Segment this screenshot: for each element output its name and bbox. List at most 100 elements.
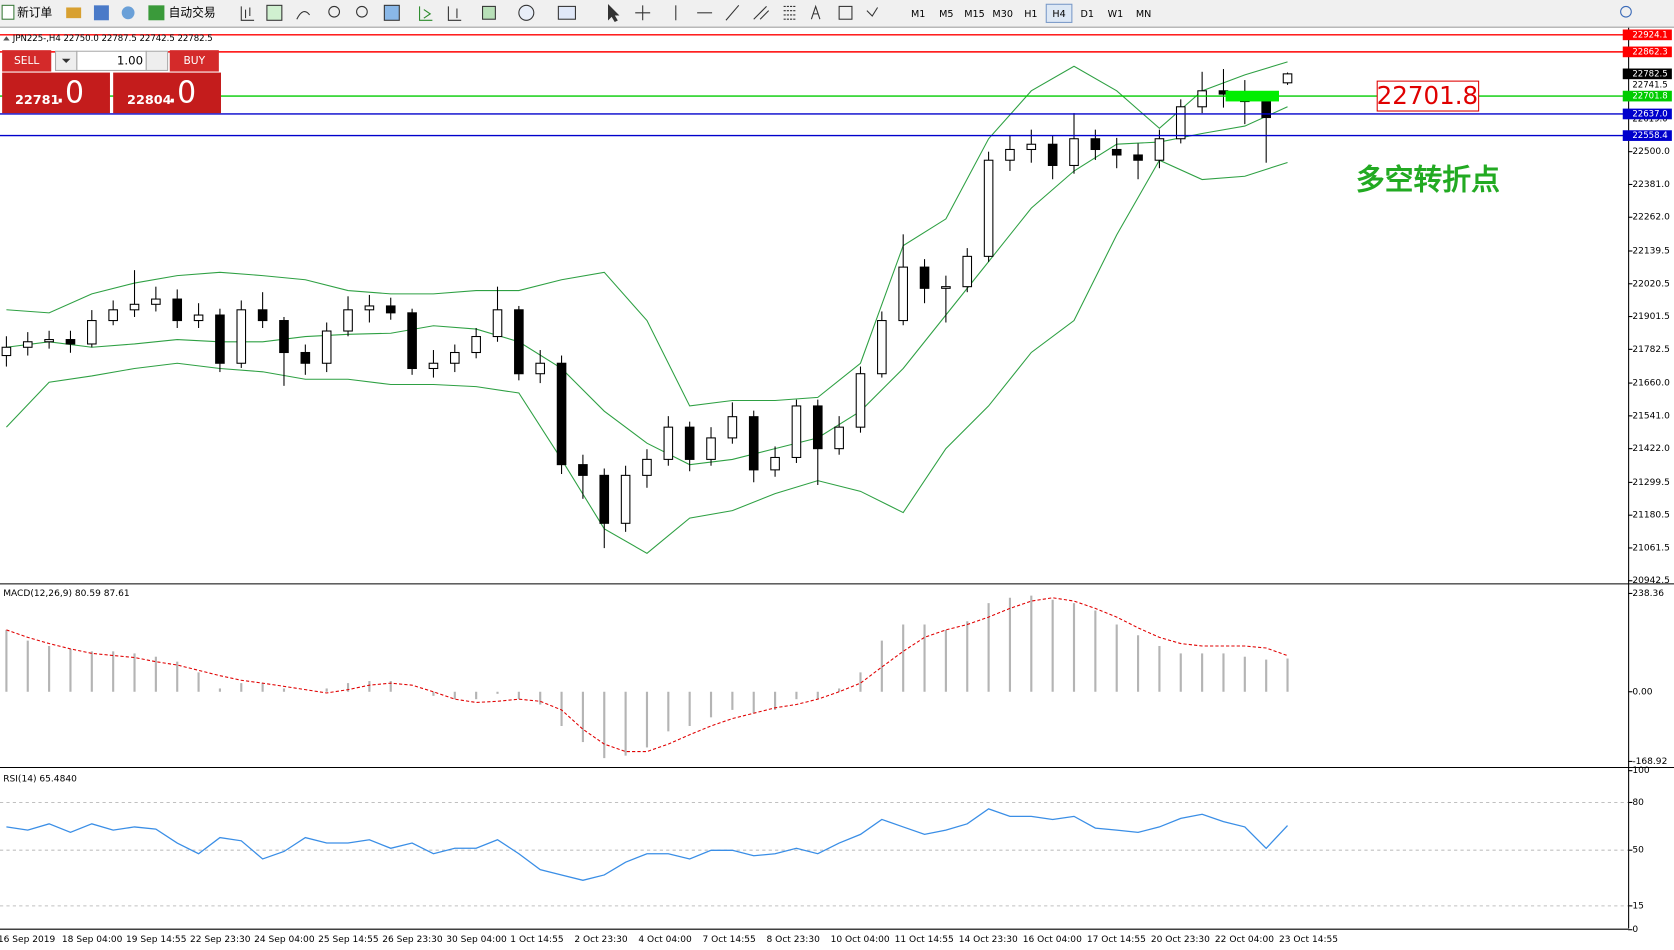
time-label: 19 Sep 14:55 <box>126 935 187 945</box>
time-label: 11 Oct 14:55 <box>895 935 954 945</box>
icon[interactable] <box>607 4 620 23</box>
chart-area: 22500.0 22381.0 22262.0 22139.5 22020.5 21901… <box>0 27 1674 945</box>
lot-spinner[interactable] <box>145 50 169 71</box>
icon[interactable] <box>93 5 109 21</box>
time-label: 14 Oct 23:30 <box>959 935 1018 945</box>
y-tick-label: 21180.5 <box>1632 511 1669 521</box>
icon[interactable] <box>725 4 740 21</box>
candle-body <box>1133 154 1143 161</box>
timeframe-button[interactable]: H1 <box>1024 9 1037 20</box>
candle-body <box>1111 148 1122 156</box>
icon[interactable] <box>296 11 311 20</box>
icon[interactable] <box>240 6 255 21</box>
toolbar-bg <box>0 0 1674 27</box>
icon[interactable] <box>557 5 576 20</box>
search-icon[interactable] <box>1620 5 1632 18</box>
icon[interactable] <box>783 5 797 20</box>
trade-panel: SELL 1.00 BUY 22781 .0 22804 .0 <box>2 50 221 114</box>
candle-body <box>1175 106 1186 140</box>
candle-body <box>983 159 994 257</box>
rsi-line <box>6 808 1288 881</box>
sell-price-box[interactable] <box>2 72 110 114</box>
candle-body <box>962 255 973 288</box>
candle-body <box>407 312 417 370</box>
icon[interactable] <box>753 6 770 20</box>
icon[interactable] <box>866 7 879 17</box>
icon[interactable] <box>447 6 462 21</box>
candle-body <box>898 266 908 322</box>
time-label: 7 Oct 14:55 <box>702 935 755 945</box>
icon[interactable] <box>419 6 433 21</box>
y-tick-label: 21782.5 <box>1632 345 1669 355</box>
candle-body <box>321 330 332 364</box>
y-tick-label: 20942.5 <box>1632 576 1669 586</box>
icon[interactable] <box>266 4 283 21</box>
icon[interactable] <box>810 4 821 20</box>
buy-button[interactable] <box>169 50 219 72</box>
candle-body <box>471 335 481 354</box>
new-order-button[interactable]: 新订单 <box>17 5 52 19</box>
candle-body <box>1090 138 1101 151</box>
candle-body <box>172 298 183 322</box>
time-label: 24 Sep 04:00 <box>254 935 315 945</box>
buy-price-fraction: .0 <box>168 75 197 110</box>
y-tick-label: 21422.0 <box>1632 444 1670 454</box>
icon[interactable] <box>838 5 853 20</box>
timeframe-button[interactable]: M15 <box>964 9 985 20</box>
candle-body <box>1154 138 1165 161</box>
timeframe-button[interactable]: D1 <box>1080 9 1094 20</box>
candle-body <box>87 320 97 345</box>
sell-label[interactable]: SELL <box>14 54 39 67</box>
candle-body <box>834 426 844 450</box>
y-tick-label: 22381.0 <box>1632 180 1670 190</box>
candle-body <box>1261 101 1271 119</box>
icon[interactable] <box>328 5 341 18</box>
icon[interactable] <box>383 4 400 21</box>
price-level-label: 22782.5 <box>1632 69 1667 79</box>
candle-body <box>514 309 524 375</box>
timeframe-button[interactable]: M5 <box>939 9 953 20</box>
icon[interactable] <box>518 4 535 21</box>
dropdown-arrow <box>61 58 71 63</box>
timeframe-button[interactable]: H4 <box>1052 9 1065 20</box>
price-annotation-box <box>1376 80 1480 112</box>
candle-body <box>812 405 823 450</box>
panel-title: MACD(12,26,9) 80.59 87.61 <box>3 589 129 599</box>
candle-body <box>364 305 375 311</box>
sell-button[interactable] <box>2 50 52 72</box>
timeframe-button[interactable]: W1 <box>1108 9 1124 20</box>
timeframe-button[interactable]: M1 <box>911 9 925 20</box>
candle-body <box>855 373 866 428</box>
timeframe-button[interactable]: M30 <box>992 9 1013 20</box>
y-tick-label: 22139.5 <box>1632 246 1669 256</box>
price-level-label: 22558.4 <box>1632 131 1667 141</box>
turning-point-note: 多空转折点 <box>1356 162 1500 196</box>
buy-label[interactable]: BUY <box>183 54 205 67</box>
price-level-box <box>1622 46 1672 58</box>
icon[interactable] <box>66 7 82 19</box>
icon[interactable] <box>356 5 368 18</box>
candle-body <box>941 286 951 289</box>
new-order-icon[interactable] <box>1 4 15 20</box>
icon[interactable] <box>635 5 651 21</box>
buy-price-box[interactable] <box>113 72 221 114</box>
candle-body <box>1069 138 1079 166</box>
lot-value[interactable]: 1.00 <box>117 53 143 67</box>
icon[interactable] <box>482 5 496 20</box>
candle-body <box>620 474 631 524</box>
timeframe-button[interactable]: MN <box>1136 9 1151 20</box>
price-level-box <box>1622 68 1672 80</box>
auto-trading-button[interactable]: 自动交易 <box>169 5 216 19</box>
price-level-label: 22619.0 <box>1632 114 1667 124</box>
y-tick-label: 21299.5 <box>1632 478 1669 488</box>
price-level-label: 22924.1 <box>1632 30 1667 40</box>
y-tick-label: 22262.0 <box>1632 213 1670 223</box>
price-level-box <box>1622 130 1672 141</box>
y-tick-label: 80 <box>1632 798 1644 808</box>
candle-body <box>1197 90 1207 108</box>
icon[interactable] <box>121 6 135 20</box>
candle-body <box>257 309 268 322</box>
auto-trading-icon[interactable] <box>148 5 165 21</box>
candle-body <box>129 303 140 311</box>
